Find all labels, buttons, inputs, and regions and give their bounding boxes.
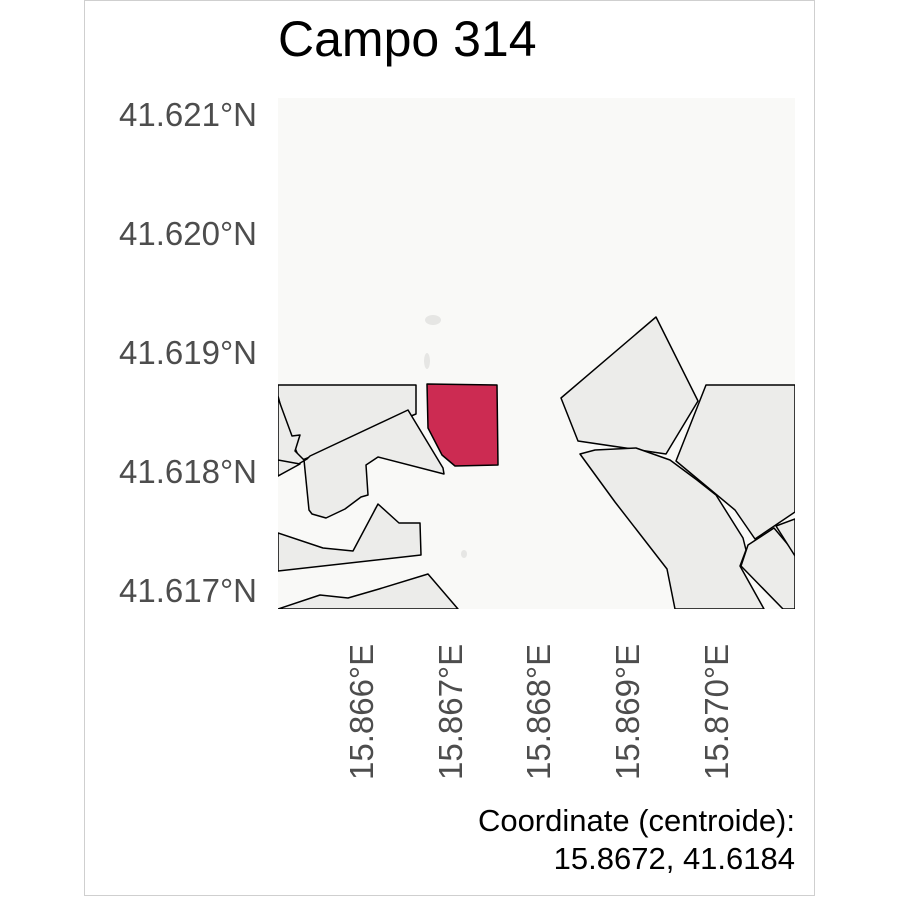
y-tick-label: 41.618°N <box>119 453 257 490</box>
x-tick-label: 15.870°E <box>698 643 735 780</box>
field-parcel-left-bottom[interactable] <box>278 503 422 572</box>
x-tick-label: 15.867°E <box>432 643 469 780</box>
caption-line-coordinates: 15.8672, 41.6184 <box>553 841 795 876</box>
highlighted-field-campo-314[interactable] <box>426 383 499 467</box>
map-panel[interactable] <box>278 98 795 609</box>
y-tick-label: 41.619°N <box>119 334 257 371</box>
field-parcel-right-upper[interactable] <box>675 384 795 540</box>
x-tick-label: 15.868°E <box>520 643 557 780</box>
field-parcel-left-middle[interactable] <box>278 397 445 519</box>
plot-frame <box>84 0 815 896</box>
map-title: Campo 314 <box>278 11 537 67</box>
field-parcel-right-corner[interactable] <box>740 527 795 609</box>
field-parcel-right-middle[interactable] <box>579 447 765 609</box>
x-tick-label: 15.869°E <box>609 643 646 780</box>
y-tick-label: 41.620°N <box>119 215 257 252</box>
x-tick-label: 15.866°E <box>343 643 380 780</box>
y-tick-label: 41.617°N <box>119 572 257 609</box>
y-tick-label: 41.621°N <box>119 96 257 133</box>
map-canvas <box>278 315 795 609</box>
field-parcel-left-lower[interactable] <box>278 573 459 609</box>
field-parcel-left-edge[interactable] <box>278 459 301 477</box>
caption-line-label: Coordinate (centroide): <box>477 803 795 838</box>
field-parcel-right-sliver[interactable] <box>775 518 795 557</box>
centroid-caption: Coordinate (centroide): 15.8672, 41.6184 <box>478 802 795 878</box>
field-parcel-right-top[interactable] <box>560 316 699 455</box>
